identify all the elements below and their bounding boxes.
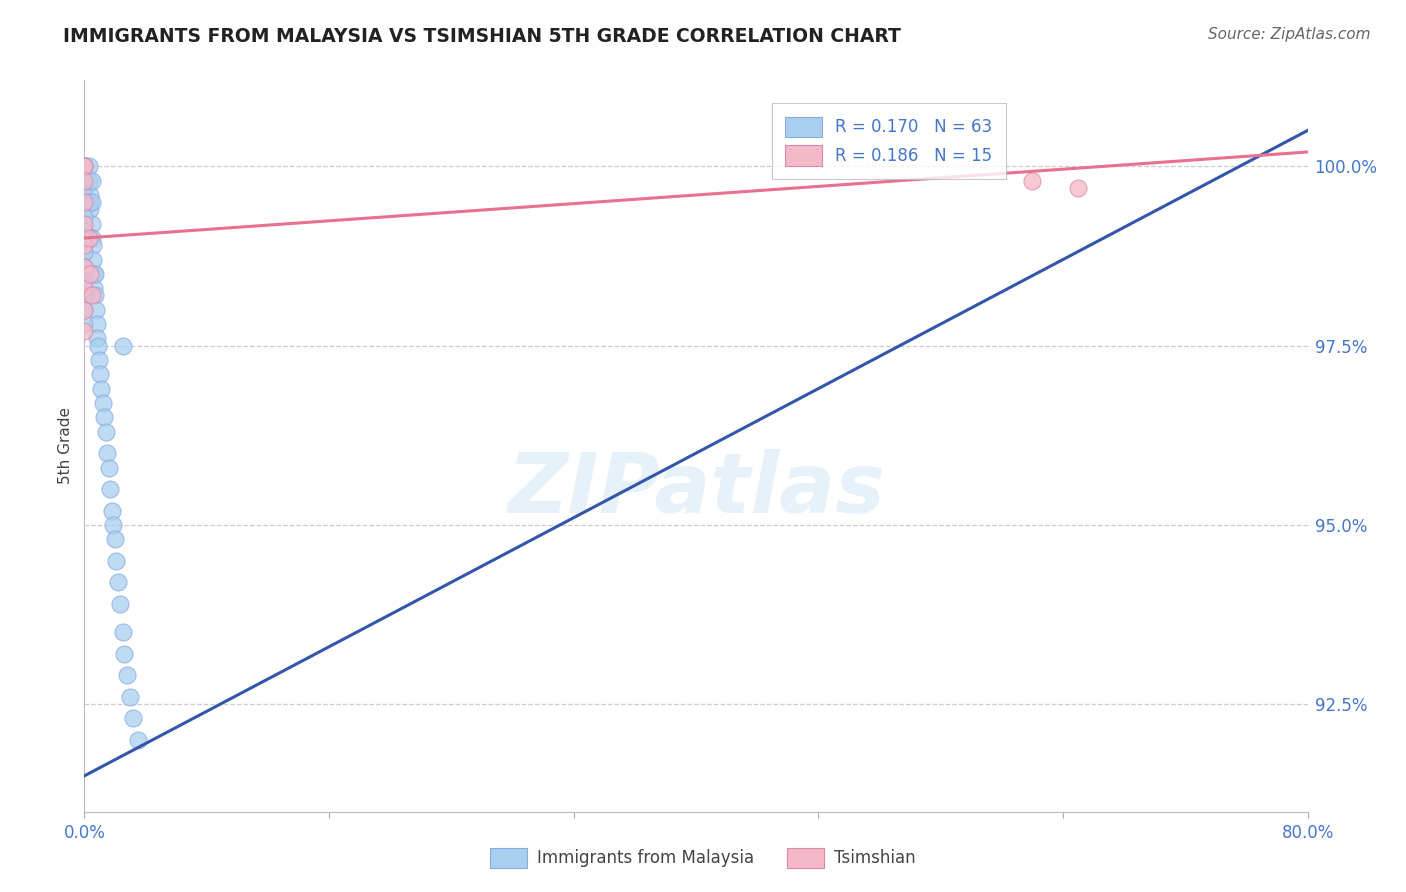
Point [105,554,128,568]
Point [73,302,96,317]
Point [73,159,96,173]
Point [86,317,108,331]
Point [108,597,131,611]
Legend: Immigrants from Malaysia, Tsimshian: Immigrants from Malaysia, Tsimshian [484,841,922,875]
Point [73,174,96,188]
Text: IMMIGRANTS FROM MALAYSIA VS TSIMSHIAN 5TH GRADE CORRELATION CHART: IMMIGRANTS FROM MALAYSIA VS TSIMSHIAN 5T… [63,27,901,45]
Point [112,647,135,661]
Point [79,202,101,217]
Point [93,410,115,425]
Point [94,425,117,439]
Point [73,302,96,317]
Point [80,231,103,245]
Point [80,217,103,231]
Point [115,668,138,682]
Point [73,238,96,252]
Point [73,159,96,173]
Point [79,267,101,281]
Point [73,217,96,231]
Point [111,625,134,640]
Point [84,267,107,281]
Point [77,159,100,173]
Text: Source: ZipAtlas.com: Source: ZipAtlas.com [1208,27,1371,42]
Point [83,267,105,281]
Point [73,181,96,195]
Point [73,288,96,302]
Point [104,533,127,547]
Point [84,302,107,317]
Point [73,159,96,173]
Point [82,238,104,252]
Point [73,231,96,245]
Point [73,159,96,173]
Point [80,174,103,188]
Point [73,159,96,173]
Point [127,733,149,747]
Point [73,260,96,274]
Point [73,195,96,210]
Point [90,382,112,396]
Text: ZIPatlas: ZIPatlas [508,450,884,531]
Point [79,188,101,202]
Point [87,353,110,368]
Point [122,711,145,725]
Point [73,281,96,295]
Point [73,195,96,210]
Point [101,503,124,517]
Point [73,324,96,338]
Point [73,159,96,173]
Point [73,159,96,173]
Point [73,274,96,288]
Point [96,446,118,460]
Legend: R = 0.170   N = 63, R = 0.186   N = 15: R = 0.170 N = 63, R = 0.186 N = 15 [772,103,1005,179]
Point [97,460,120,475]
Point [103,517,125,532]
Point [1021,174,1043,188]
Point [80,288,103,302]
Point [73,159,96,173]
Point [89,368,111,382]
Point [73,260,96,274]
Point [98,482,121,496]
Point [86,331,108,345]
Point [73,159,96,173]
Point [111,338,134,352]
Y-axis label: 5th Grade: 5th Grade [58,408,73,484]
Point [77,174,100,188]
Point [73,188,96,202]
Point [120,690,142,704]
Point [84,288,107,302]
Point [73,159,96,173]
Point [73,174,96,188]
Point [73,224,96,238]
Point [87,338,110,352]
Point [1067,181,1090,195]
Point [73,245,96,260]
Point [77,231,100,245]
Point [91,396,114,410]
Point [80,195,103,210]
Point [73,210,96,224]
Point [82,252,104,267]
Point [107,575,129,590]
Point [73,159,96,173]
Point [83,281,105,295]
Point [79,195,101,210]
Point [73,317,96,331]
